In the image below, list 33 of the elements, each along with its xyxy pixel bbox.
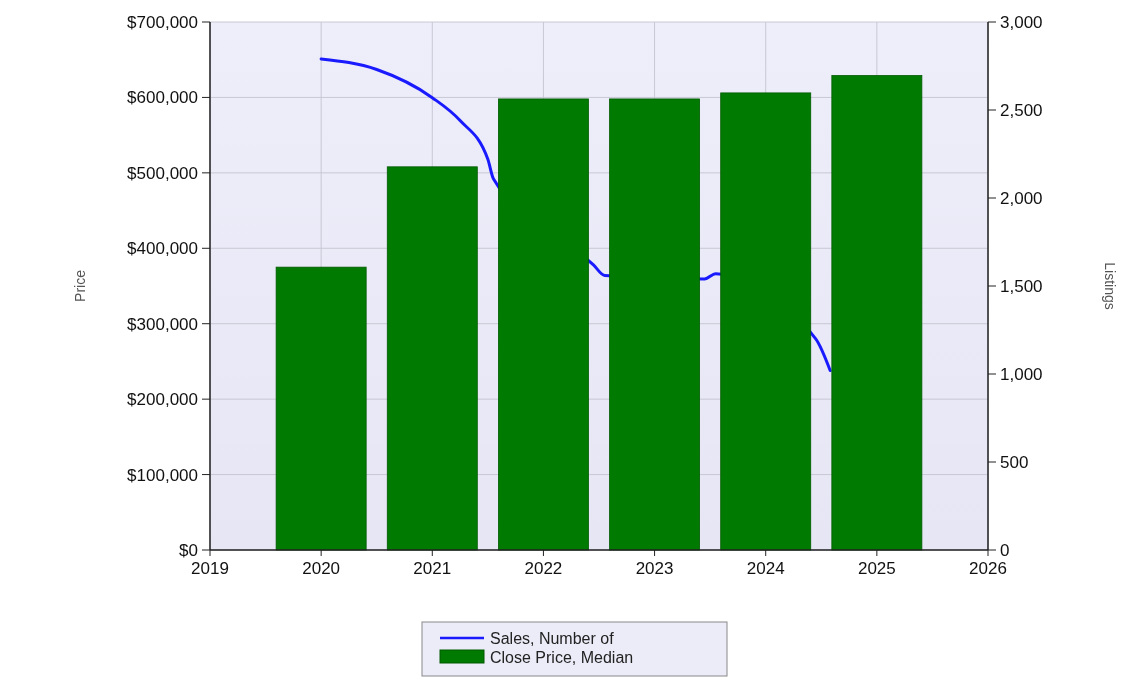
- x-tick-label: 2024: [746, 559, 785, 578]
- bar: [609, 98, 700, 551]
- y2-axis-title: Listings: [1102, 262, 1118, 310]
- y-tick-label: $200,000: [127, 390, 198, 410]
- x-tick-label: 2021: [413, 559, 452, 578]
- y-tick-label: $600,000: [127, 88, 198, 108]
- y-tick-label: $400,000: [127, 239, 198, 259]
- bar: [831, 75, 923, 551]
- y-tick-label: $100,000: [127, 465, 198, 485]
- bar: [386, 166, 478, 551]
- y-tick-label: $700,000: [127, 12, 198, 32]
- y2-tick-label: 1,500: [1000, 276, 1043, 296]
- y-tick-label: $0: [179, 540, 198, 560]
- y2-tick-label: 3,000: [1000, 12, 1043, 32]
- y-axis-title: Price: [72, 269, 88, 302]
- bar: [275, 266, 367, 551]
- y2-tick-label: 2,500: [1000, 100, 1043, 120]
- x-tick-label: 2026: [969, 559, 1007, 578]
- y2-tick-label: 500: [1000, 452, 1029, 472]
- bar: [720, 92, 812, 551]
- y-tick-label: $500,000: [127, 163, 198, 183]
- x-tick-label: 2019: [191, 559, 229, 578]
- x-tick-label: 2022: [524, 559, 563, 578]
- x-tick-label: 2023: [635, 559, 674, 578]
- y2-tick-label: 2,000: [1000, 188, 1043, 208]
- x-tick-label: 2020: [302, 559, 341, 578]
- legend-label: Sales, Number of: [490, 629, 615, 647]
- legend-label: Close Price, Median: [490, 648, 634, 666]
- y2-tick-label: 0: [1000, 540, 1010, 560]
- bar: [498, 98, 589, 551]
- y2-tick-label: 1,000: [1000, 364, 1043, 384]
- y-tick-label: $300,000: [127, 314, 198, 334]
- x-tick-label: 2025: [857, 559, 896, 578]
